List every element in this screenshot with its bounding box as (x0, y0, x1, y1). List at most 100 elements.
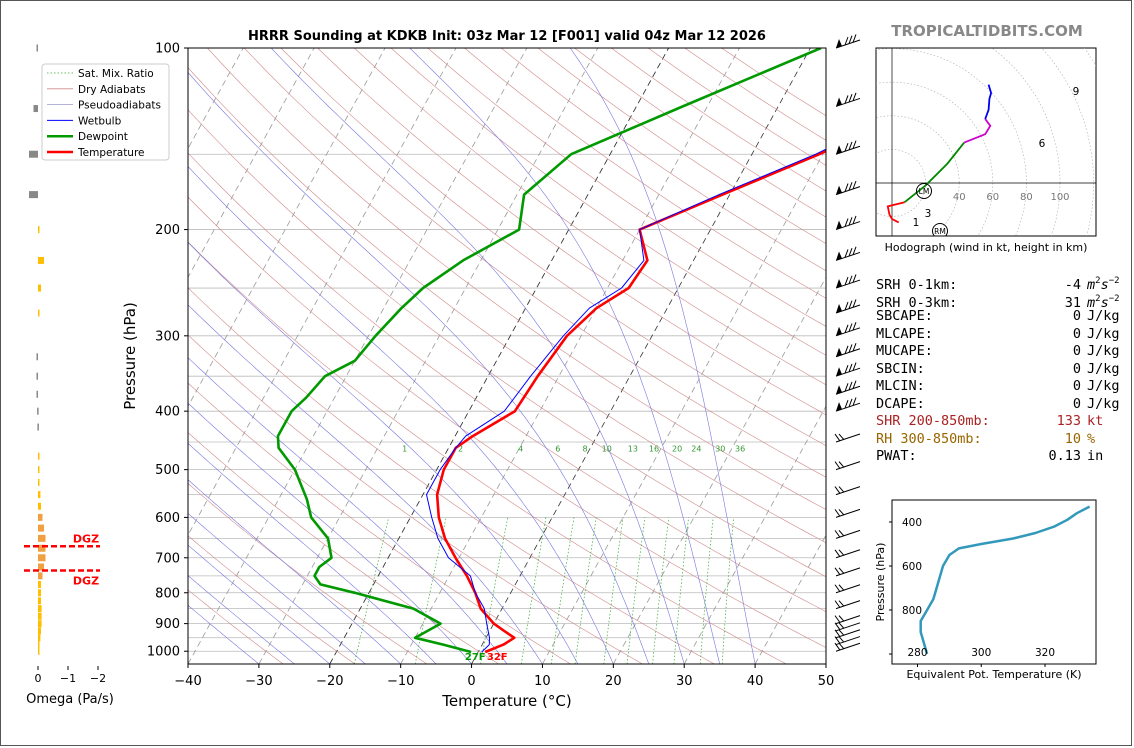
index-label: DCAPE: (876, 395, 925, 412)
skewt-series (276, 48, 826, 654)
mixing-ratio-label: 6 (555, 444, 560, 453)
wind-barb (834, 549, 861, 559)
isotherm-line (258, 48, 599, 664)
indices-panel: SRH 0-1km: -4 m2s−2 SRH 0-3km: 31 m2s−2 SBCAPE… (876, 273, 1120, 466)
dry-adiabat (243, 48, 826, 478)
barb-flag (848, 323, 853, 332)
x-tick-label: −30 (245, 674, 272, 689)
wind-barb (835, 140, 861, 155)
barb-flag (848, 381, 853, 391)
wind-barb (834, 508, 861, 518)
index-unit: J/kg (1087, 308, 1120, 324)
theta-e-x-label: Equivalent Pot. Temperature (K) (906, 668, 1081, 681)
theta-e-panel: 280 300 320 400 600 800 (889, 505, 1091, 667)
omega-bar (38, 309, 40, 317)
barb-staff (835, 186, 861, 196)
isotherm-line (188, 48, 457, 536)
barb-flag (834, 461, 841, 469)
pseudoadiabat (409, 48, 720, 664)
wind-barb (834, 622, 861, 632)
barb-flag (852, 343, 857, 352)
mixing-ratio-label: 1 (402, 444, 407, 453)
wind-barb (834, 529, 861, 539)
index-row: SHR 200-850mb: 133 kt (876, 413, 1120, 431)
mixing-ratio-line (721, 517, 735, 664)
y-tick-label: 400 (155, 405, 180, 420)
barb-pennant (836, 145, 842, 155)
legend-entry: Wetbulb (78, 115, 122, 127)
barb-flag (844, 345, 849, 354)
y-tick-label: 100 (155, 42, 180, 57)
barb-flag (838, 461, 845, 468)
index-row: PWAT: 0.13 in (876, 448, 1120, 466)
index-value: 133 (1056, 413, 1081, 429)
omega-axis-label: Omega (Pa/s) (26, 692, 114, 707)
pseudoadiabat (188, 575, 295, 664)
index-label: RH 300-850mb: (876, 430, 982, 447)
pseudoadiabat (270, 48, 685, 664)
index-unit: J/kg (1087, 325, 1120, 342)
wind-barb (835, 34, 861, 49)
wind-barb (834, 567, 861, 577)
barb-flag (852, 140, 857, 149)
legend-entry: Sat. Mix. Ratio (78, 68, 154, 80)
pseudoadiabat (188, 304, 543, 664)
wind-barb (835, 299, 861, 314)
barb-flag (848, 182, 853, 191)
hodo-segment (904, 142, 965, 203)
x-tick-label: −40 (174, 674, 201, 689)
dry-adiabat (354, 48, 826, 386)
mixing-ratio-label: 13 (628, 444, 638, 453)
dry-adiabat (390, 48, 826, 356)
index-row: SRH 0-1km: -4 m2s−2 (876, 273, 1120, 293)
dry-adiabat (188, 483, 428, 664)
barb-pennant (836, 39, 842, 48)
barb-pennant (836, 251, 842, 261)
theta-e-x-tick-label: 300 (971, 647, 991, 659)
barb-flag (852, 322, 857, 331)
barb-flag (852, 92, 857, 102)
index-value: 10 (1064, 430, 1081, 447)
hodograph-border (875, 47, 1097, 237)
dry-adiabat (280, 48, 826, 447)
mixing-ratio-line (626, 517, 646, 664)
omega-x-tick-label: 0 (35, 672, 42, 685)
x-tick-label: 50 (818, 674, 835, 689)
barb-flag (834, 584, 841, 593)
theta-e-x-tick-label: 280 (907, 647, 927, 659)
wind-barb (834, 642, 861, 652)
index-unit-part: s (1100, 277, 1109, 293)
pseudoadiabat (188, 479, 401, 664)
index-row: MLCIN: 0 J/kg (876, 378, 1120, 396)
barb-pennant (836, 347, 842, 357)
barb-flag (834, 642, 841, 651)
y-tick-label: 200 (155, 223, 180, 238)
index-row: RH 300-850mb: 10% (876, 431, 1120, 449)
pseudoadiabat (188, 442, 437, 664)
y-tick-label: 1000 (147, 645, 180, 660)
omega-bar (38, 256, 44, 264)
index-unit-part: 2 (1095, 276, 1101, 286)
mixing-ratio-line (480, 517, 509, 664)
barb-flag (838, 622, 845, 629)
omega-bar (29, 191, 38, 199)
barb-flag (838, 433, 845, 441)
barb-flag (844, 276, 849, 286)
isotherm-line (188, 48, 386, 408)
y-tick-label: 700 (155, 551, 180, 566)
barb-flag (844, 249, 849, 258)
y-tick-label: 600 (155, 511, 180, 526)
barb-flag (852, 380, 857, 389)
barb-flag (838, 486, 845, 493)
wind-barb (835, 274, 861, 289)
dry-adiabat (188, 382, 571, 664)
omega-bar (38, 513, 43, 521)
barb-flag (834, 509, 841, 517)
y-tick-label: 900 (155, 617, 180, 632)
theta-e-line (919, 505, 1091, 655)
wind-barb (835, 362, 861, 377)
theta-e-y-tick-label: 400 (902, 517, 922, 529)
barb-flag (838, 567, 845, 574)
omega-bar (36, 353, 38, 361)
